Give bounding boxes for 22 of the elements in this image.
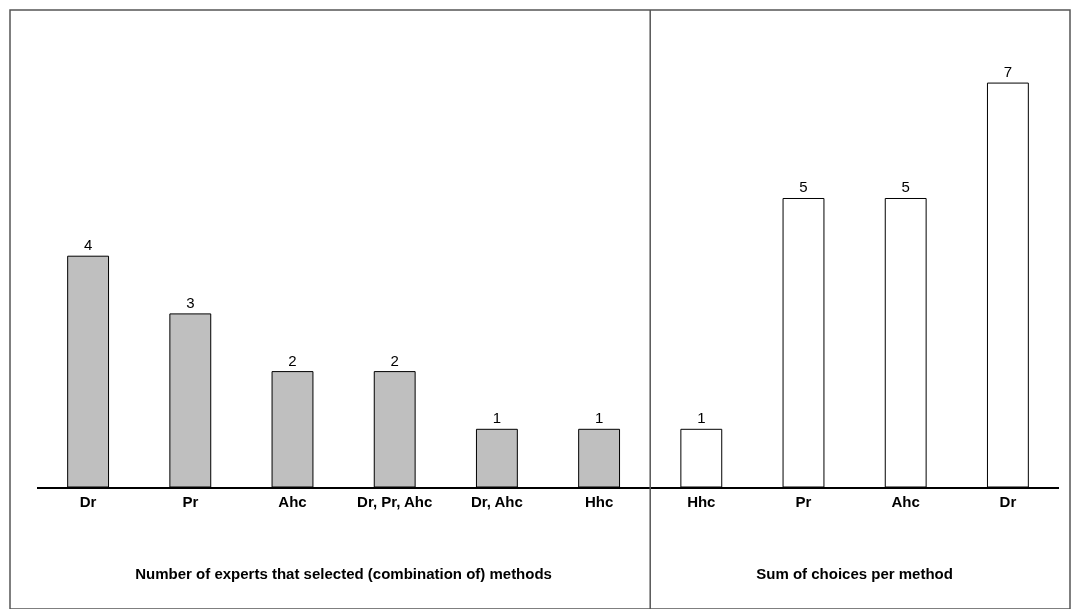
- x-tick-label: Dr, Ahc: [470, 492, 523, 510]
- data-label: 4: [83, 236, 93, 254]
- x-tick-label: Ahc: [278, 492, 307, 510]
- x-tick-label: Pr: [182, 492, 199, 510]
- data-label: 2: [288, 351, 297, 369]
- data-label: 7: [1003, 63, 1013, 81]
- data-label: 5: [799, 178, 808, 196]
- data-label: 1: [697, 409, 706, 427]
- data-label: 1: [492, 409, 502, 427]
- x-tick-label: Ahc: [891, 492, 920, 510]
- data-label: 3: [186, 293, 195, 311]
- x-tick-label: Dr: [79, 492, 97, 510]
- x-axis-title: Number of experts that selected (combination of) methods: [135, 565, 552, 583]
- x-tick-label: Pr: [795, 492, 812, 510]
- x-tick-label: Hhc: [687, 492, 716, 510]
- data-label: 2: [390, 351, 399, 369]
- x-tick-label: Hhc: [584, 492, 614, 510]
- x-axis-title: Sum of choices per method: [756, 565, 953, 583]
- x-tick-label: Dr: [999, 492, 1017, 510]
- x-tick-label: Dr, Pr, Ahc: [357, 492, 433, 510]
- data-label: 5: [901, 178, 910, 196]
- data-label: 1: [594, 409, 604, 427]
